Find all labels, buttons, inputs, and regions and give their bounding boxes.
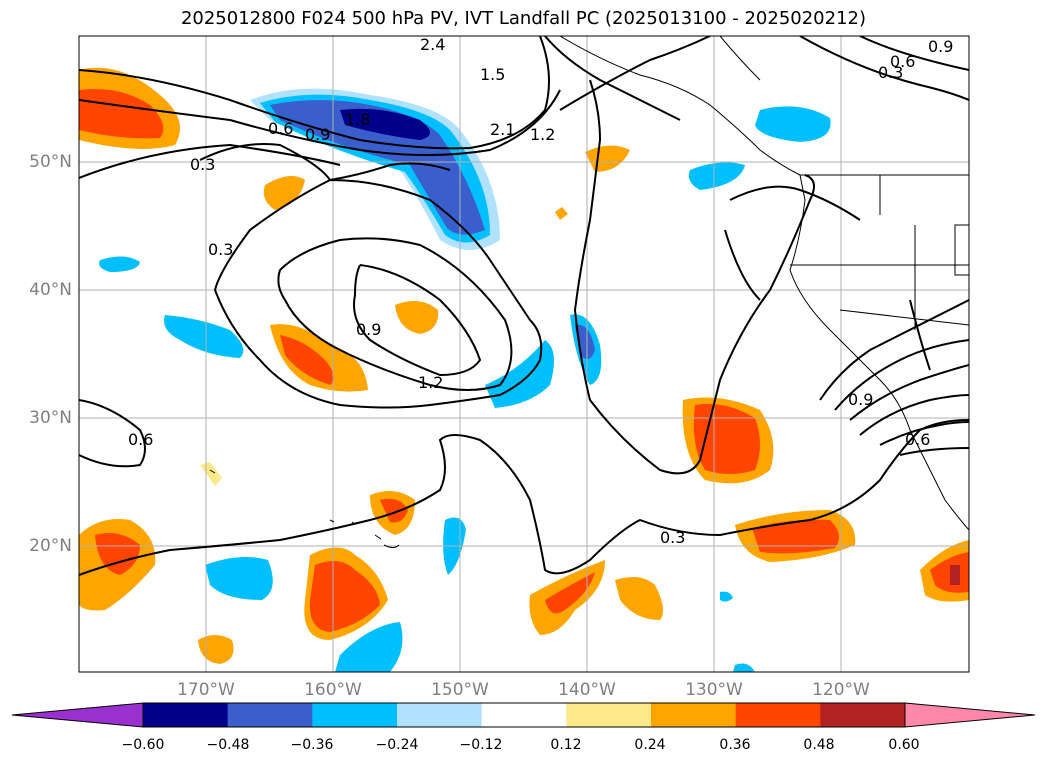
map-title: 2025012800 F024 500 hPa PV, IVT Landfall… <box>180 8 867 29</box>
lon-label-140w: 140°W <box>558 680 616 700</box>
lon-label-130w: 130°W <box>685 680 743 700</box>
lat-label-50n: 50°N <box>29 152 72 172</box>
contour-label: 0.6 <box>268 119 293 138</box>
colorbar-tick: −0.36 <box>290 737 334 753</box>
colorbar-tick: 0.24 <box>634 737 666 753</box>
contour-label: 0.9 <box>928 37 953 56</box>
contour-label: 0.9 <box>848 390 873 409</box>
lon-label-150w: 150°W <box>431 680 489 700</box>
contour-label: 0.6 <box>890 52 915 71</box>
contour-label: 0.3 <box>878 63 903 82</box>
contour-label: 0.3 <box>208 240 233 259</box>
lon-label-170w: 170°W <box>177 680 235 700</box>
contour-label: 1.2 <box>418 373 443 392</box>
colorbar-tick: 0.60 <box>888 737 920 753</box>
colorbar-tick: −0.48 <box>206 737 250 753</box>
colorbar-tick: 0.48 <box>803 737 835 753</box>
colorbar-tick: 0.12 <box>550 737 582 753</box>
contour-label: 0.3 <box>190 155 215 174</box>
lon-label-160w: 160°W <box>304 680 362 700</box>
lat-label-40n: 40°N <box>29 280 72 300</box>
colorbar-tick: 0.36 <box>719 737 751 753</box>
contour-label: 0.3 <box>660 528 685 547</box>
colorbar-tick: −0.60 <box>121 737 165 753</box>
contour-label: 0.6 <box>905 430 930 449</box>
map-frame <box>78 35 970 673</box>
colorbar-tick: −0.12 <box>459 737 503 753</box>
contour-label: 0.9 <box>305 125 330 144</box>
contour-label: 1.5 <box>480 65 505 84</box>
contour-label-group: 0.3 0.6 0.9 1.2 1.5 1.8 2.1 2.4 0.3 0.9 … <box>128 35 953 547</box>
lat-label-30n: 30°N <box>29 408 72 428</box>
contour-label: 1.2 <box>530 125 555 144</box>
lat-label-20n: 20°N <box>29 536 72 556</box>
contour-label: 1.8 <box>345 110 370 129</box>
pv-contours <box>79 36 969 576</box>
colorbar-tick: −0.24 <box>375 737 419 753</box>
contour-label: 0.9 <box>356 320 381 339</box>
lon-label-120w: 120°W <box>812 680 870 700</box>
contour-label: 0.6 <box>128 430 153 449</box>
contour-label: 2.4 <box>420 35 445 54</box>
coastlines <box>209 36 969 548</box>
contour-label: 2.1 <box>490 120 515 139</box>
graticule <box>79 36 969 672</box>
